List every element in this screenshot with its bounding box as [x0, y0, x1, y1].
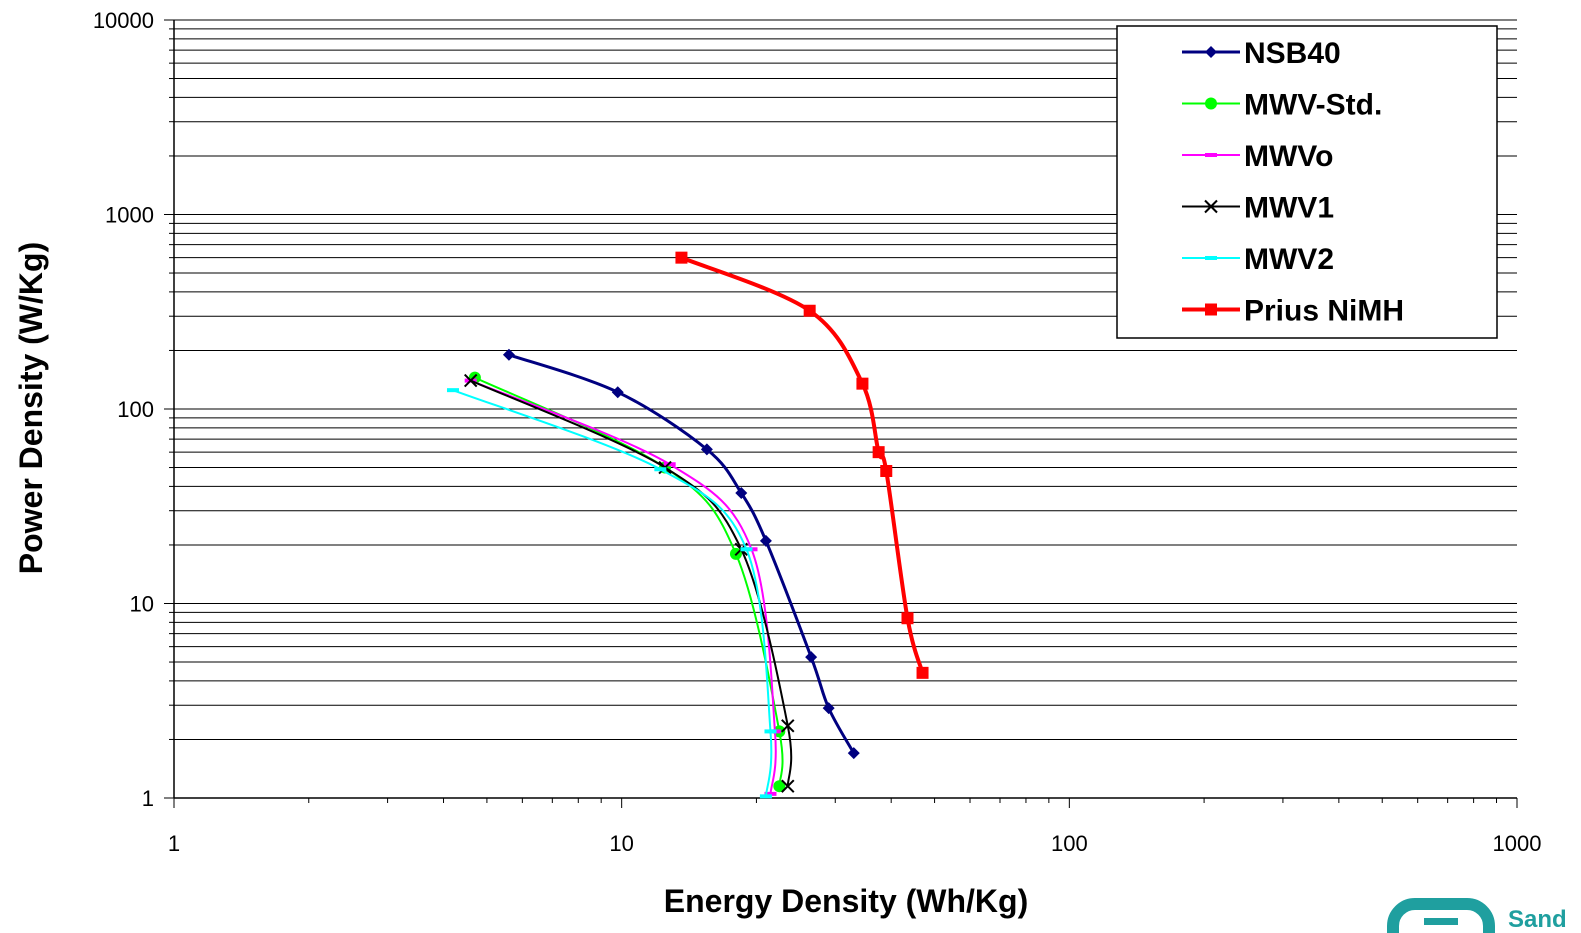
legend-marker [1204, 199, 1218, 214]
legend-entry: NSB40 [1182, 37, 1341, 70]
legend-marker [1205, 97, 1217, 110]
y-tick-label: 10 [130, 592, 154, 617]
data-point [872, 446, 885, 459]
series-line [452, 389, 773, 797]
logo-mark [1387, 898, 1495, 933]
x-tick-label: 10 [609, 831, 633, 856]
data-point [502, 348, 515, 361]
x-axis-title: Energy Density (Wh/Kg) [664, 883, 1028, 919]
series-group [447, 251, 929, 799]
data-point [773, 780, 786, 793]
data-point [764, 729, 777, 734]
data-point [803, 304, 816, 317]
series-3 [463, 373, 795, 793]
series-5 [675, 251, 929, 679]
logo-bar [1424, 918, 1458, 925]
data-point [740, 547, 753, 552]
y-tick-label: 1000 [105, 203, 154, 228]
data-point [764, 791, 777, 796]
legend-label: MWV-Std. [1244, 89, 1382, 122]
series-line [470, 379, 777, 794]
series-4 [447, 388, 777, 799]
data-point [675, 251, 688, 264]
data-point [735, 486, 748, 499]
logo-text: Sand [1508, 906, 1567, 933]
legend-entry: Prius NiMH [1182, 295, 1404, 328]
axes: 1 10 100 1000 10000 1 10 100 1000 [93, 8, 1542, 856]
x-marker-stroke [1204, 199, 1218, 214]
data-point [901, 612, 914, 625]
legend-entry: MWV1 [1182, 192, 1334, 225]
legend-box [1116, 25, 1498, 339]
data-point [759, 534, 772, 547]
data-point [822, 702, 835, 715]
legend-label: MWV1 [1244, 192, 1334, 225]
series-2 [464, 378, 781, 796]
y-tick-label: 1 [142, 786, 154, 811]
sandia-logo: Sand [1387, 898, 1567, 933]
data-point [781, 719, 795, 733]
x-marker-stroke [463, 373, 478, 388]
data-point [781, 779, 795, 793]
legend-entry: MWV2 [1182, 243, 1334, 276]
data-point [805, 651, 818, 664]
legend-entry: MWVo [1182, 140, 1333, 173]
legend-marker [1205, 46, 1217, 58]
legend-label: Prius NiMH [1244, 295, 1404, 328]
data-point [700, 443, 713, 456]
legend-label: MWVo [1244, 140, 1333, 173]
legend-marker [1205, 153, 1217, 157]
data-point [447, 388, 460, 393]
legend-marker [1205, 303, 1217, 316]
legend-marker [1205, 256, 1217, 260]
data-point [463, 373, 478, 388]
data-point [759, 794, 772, 799]
data-point [856, 377, 869, 390]
series-0 [502, 348, 860, 760]
y-tick-label: 10000 [93, 8, 154, 33]
y-axis-title: Power Density (W/Kg) [13, 242, 49, 574]
data-point [847, 747, 860, 760]
legend-label: MWV2 [1244, 243, 1334, 276]
y-tick-label: 100 [117, 397, 154, 422]
data-point [916, 666, 929, 679]
data-point [611, 386, 624, 399]
legend: NSB40 MWV-Std. MWVo MWV1 MWV2 Prius NiMH [1116, 25, 1498, 339]
x-marker-stroke [781, 779, 795, 793]
x-tick-label: 1000 [1493, 831, 1542, 856]
x-tick-label: 100 [1051, 831, 1088, 856]
series-1 [468, 371, 786, 793]
legend-label: NSB40 [1244, 37, 1341, 70]
series-line [470, 379, 793, 787]
data-point [654, 467, 667, 472]
data-point [880, 464, 893, 477]
x-marker-stroke [781, 719, 795, 733]
legend-entry: MWV-Std. [1182, 89, 1382, 122]
x-tick-label: 1 [168, 831, 180, 856]
